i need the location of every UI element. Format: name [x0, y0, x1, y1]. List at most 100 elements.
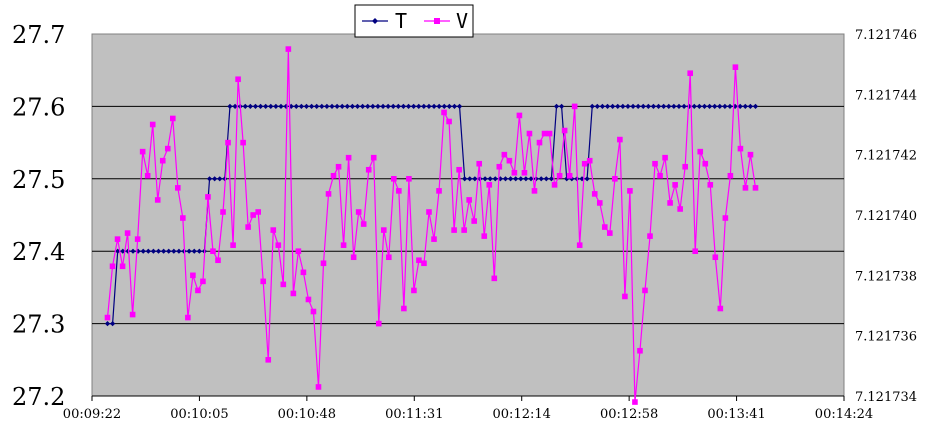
- y-tick-label-left: 27.3: [12, 311, 65, 339]
- data-point-V: [602, 224, 608, 230]
- data-point-T: [329, 103, 335, 109]
- data-point-T: [308, 103, 315, 109]
- y-tick-label-right: 7.121740: [855, 209, 917, 224]
- data-point-V: [210, 248, 216, 254]
- y-tick-label-left: 27.7: [12, 21, 65, 49]
- data-point-V: [375, 320, 382, 327]
- data-point-V: [481, 233, 488, 239]
- data-point-T: [446, 103, 452, 109]
- series-T: [104, 103, 759, 327]
- data-point-V: [230, 242, 236, 248]
- data-point-T: [247, 103, 253, 109]
- x-tick-label: 00:14:24: [815, 407, 873, 422]
- data-point-T: [492, 176, 498, 182]
- data-point-T: [584, 176, 590, 182]
- data-point-V: [536, 139, 543, 146]
- data-point-V: [441, 109, 447, 116]
- data-point-T: [150, 248, 157, 254]
- data-point-V: [451, 227, 457, 233]
- y-tick-label-right: 7.121744: [855, 88, 917, 103]
- data-point-T: [691, 103, 697, 109]
- data-point-V: [702, 160, 709, 167]
- data-point-T: [599, 103, 606, 109]
- data-point-V: [345, 154, 352, 161]
- data-point-V: [632, 399, 638, 405]
- x-axis: 00:09:22 00:10:05 00:10:48 00:11:31 00:12:14…: [63, 396, 873, 422]
- data-point-V: [129, 311, 136, 318]
- legend-v-marker: [434, 18, 440, 24]
- data-point-V: [365, 166, 372, 173]
- data-point-T: [176, 248, 182, 254]
- data-point-T: [462, 176, 468, 182]
- data-point-T: [655, 103, 662, 109]
- data-point-T: [482, 176, 488, 182]
- data-point-T: [502, 176, 509, 182]
- x-tick-label: 00:13:41: [707, 407, 765, 422]
- data-point-V: [682, 163, 688, 170]
- data-point-V: [672, 182, 678, 188]
- data-point-T: [630, 103, 636, 109]
- data-point-V: [687, 70, 693, 77]
- data-point-V: [566, 172, 573, 179]
- data-point-T: [344, 103, 350, 109]
- data-point-T: [696, 103, 702, 109]
- data-point-V: [747, 151, 754, 158]
- data-point-V: [245, 224, 251, 230]
- data-point-T: [155, 248, 162, 254]
- data-point-T: [487, 176, 493, 182]
- data-point-V: [195, 287, 201, 294]
- data-point-T: [456, 103, 463, 109]
- data-point-V: [516, 112, 523, 119]
- data-point-T: [666, 103, 672, 109]
- data-point-T: [523, 176, 529, 182]
- data-point-V: [134, 236, 141, 242]
- x-tick-label: 00:12:58: [600, 407, 658, 422]
- data-point-V: [752, 185, 759, 191]
- data-point-T: [263, 103, 269, 109]
- data-point-V: [235, 76, 241, 83]
- x-tick-label: 00:09:22: [63, 407, 121, 422]
- data-point-V: [275, 242, 282, 248]
- data-point-T: [395, 103, 401, 109]
- legend-t-label: T: [395, 9, 407, 33]
- data-point-V: [652, 160, 658, 167]
- data-point-T: [242, 103, 248, 109]
- data-point-V: [360, 221, 367, 227]
- data-point-T: [737, 103, 743, 109]
- data-point-T: [293, 103, 299, 109]
- data-point-V: [667, 200, 673, 206]
- data-point-T: [298, 103, 304, 109]
- data-point-T: [518, 176, 524, 182]
- data-point-T: [681, 103, 687, 109]
- data-point-T: [319, 103, 325, 109]
- data-point-T: [421, 103, 427, 109]
- data-point-T: [339, 103, 345, 109]
- data-point-V: [491, 275, 498, 282]
- legend-t-marker: [372, 18, 378, 24]
- data-point-T: [385, 103, 391, 109]
- data-point-V: [386, 254, 392, 261]
- plot-area: [91, 33, 845, 397]
- data-point-V: [185, 314, 191, 321]
- data-point-V: [139, 148, 146, 155]
- data-point-V: [576, 242, 583, 248]
- data-point-T: [472, 176, 478, 182]
- data-point-V: [396, 188, 402, 194]
- data-point-V: [300, 269, 307, 276]
- data-point-T: [390, 103, 396, 109]
- data-point-T: [370, 103, 376, 109]
- data-point-V: [617, 136, 623, 143]
- data-point-T: [701, 103, 708, 109]
- data-point-T: [645, 103, 651, 109]
- data-point-V: [581, 160, 588, 167]
- data-point-V: [431, 236, 437, 242]
- data-point-V: [722, 215, 729, 221]
- data-point-V: [159, 157, 166, 164]
- data-point-V: [355, 209, 362, 215]
- data-point-T: [227, 103, 233, 109]
- data-point-V: [712, 254, 719, 261]
- data-point-T: [314, 103, 320, 109]
- data-point-V: [486, 182, 493, 188]
- data-point-T: [411, 103, 417, 109]
- data-point-V: [591, 191, 598, 197]
